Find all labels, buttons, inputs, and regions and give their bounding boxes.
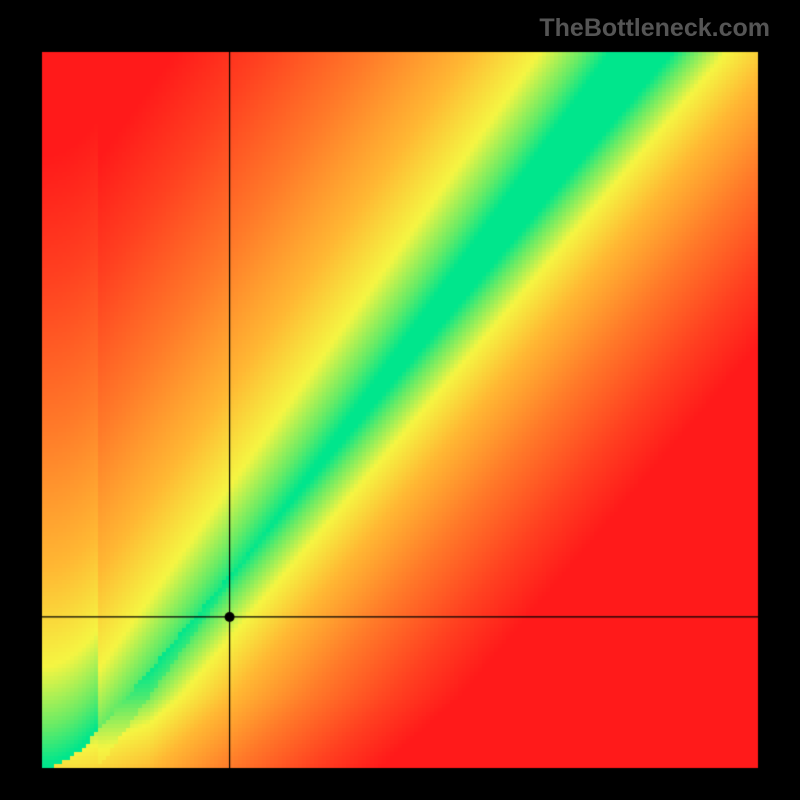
chart-container: TheBottleneck.com <box>0 0 800 800</box>
bottleneck-heatmap <box>0 0 800 800</box>
watermark-text: TheBottleneck.com <box>539 14 770 43</box>
